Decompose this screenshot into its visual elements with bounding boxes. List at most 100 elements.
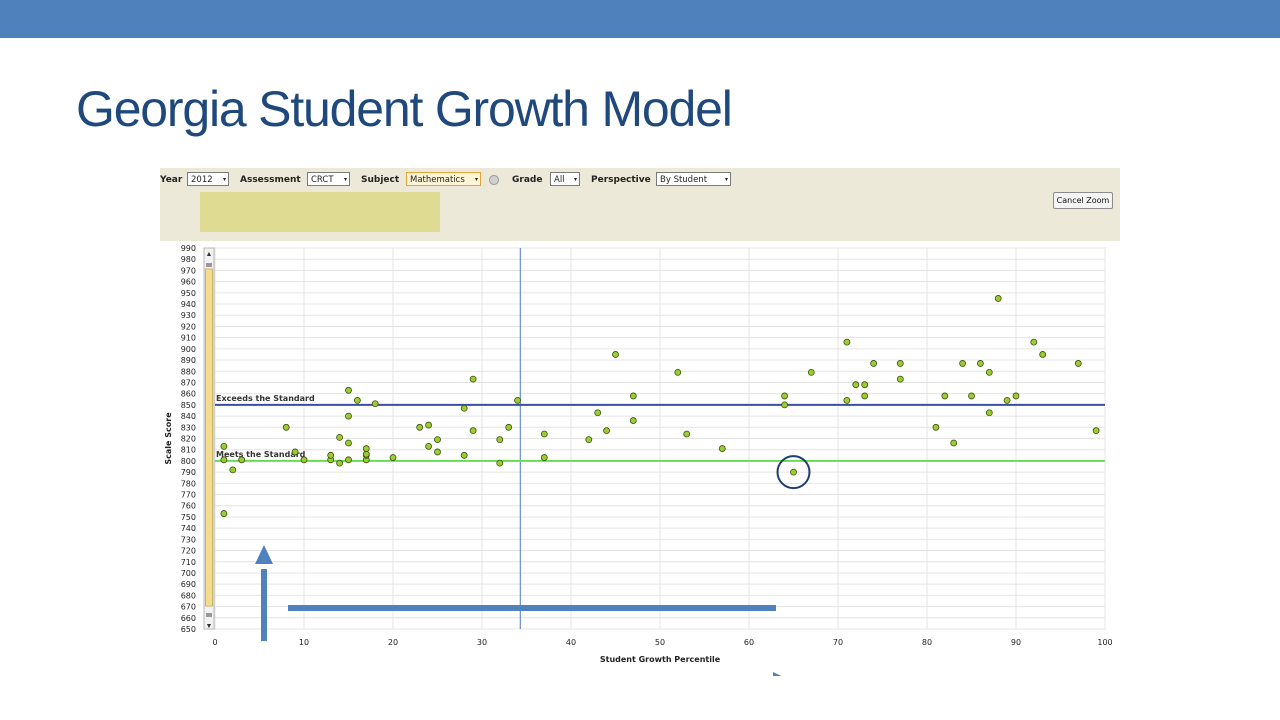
data-point [629, 417, 637, 424]
scatter-chart[interactable]: ▲▼ 6506606706806907007107207307407507607… [160, 241, 1120, 676]
x-tick-label: 80 [922, 638, 932, 647]
right-arrow-shaft [288, 605, 776, 611]
data-point [1030, 338, 1038, 346]
y-tick-label: 790 [181, 468, 196, 477]
slide-top-bar [0, 0, 1280, 38]
data-point [896, 375, 904, 383]
y-tick-label: 710 [181, 558, 196, 567]
data-point [718, 445, 726, 452]
data-point [941, 392, 949, 400]
scroll-up-icon: ▲ [206, 251, 213, 258]
annotations [255, 455, 811, 676]
data-point [389, 454, 397, 461]
grade-select[interactable]: All ▾ [550, 172, 580, 186]
data-point [959, 360, 966, 367]
y-tick-label: 930 [181, 311, 196, 320]
year-select[interactable]: 2012 ▾ [187, 172, 229, 186]
data-point [1003, 396, 1011, 404]
subject-select[interactable]: Mathematics ▾ [406, 172, 481, 186]
scroll-down-icon: ▼ [206, 623, 213, 630]
cancel-zoom-button[interactable]: Cancel Zoom [1053, 192, 1113, 209]
x-tick-label: 30 [477, 638, 487, 647]
data-point [594, 409, 602, 417]
y-tick-label: 910 [181, 334, 196, 343]
data-point [585, 436, 593, 444]
data-point [434, 436, 441, 444]
y-tick-label: 800 [181, 457, 196, 466]
data-point [460, 451, 468, 459]
y-tick-label: 780 [181, 479, 196, 488]
y-tick-label: 700 [181, 569, 196, 578]
y-tick-label: 860 [181, 390, 196, 399]
data-point [977, 360, 984, 367]
y-tick-label: 840 [181, 412, 196, 421]
data-point [603, 427, 611, 435]
growth-model-app: Year 2012 ▾ Assessment CRCT ▾ Subject Math… [160, 168, 1120, 676]
data-point [362, 450, 370, 458]
y-tick-label: 950 [181, 289, 196, 298]
data-point [300, 456, 308, 464]
data-point [985, 368, 993, 376]
y-tick-label: 880 [181, 367, 196, 376]
data-point [345, 439, 352, 447]
data-point [807, 368, 815, 376]
data-point [371, 400, 379, 408]
y-tick-label: 960 [181, 278, 196, 287]
data-point [416, 423, 424, 431]
data-point [1074, 360, 1082, 367]
data-point [469, 375, 477, 383]
data-point [229, 466, 237, 474]
data-point [843, 396, 851, 404]
data-point [514, 396, 522, 404]
y-tick-label: 660 [181, 614, 196, 623]
reference-line-label: Exceeds the Standard [216, 394, 315, 403]
data-point [968, 392, 975, 400]
y-tick-label: 690 [181, 580, 196, 589]
y-axis-title: Scale Score [164, 412, 173, 465]
grade-info-icon[interactable] [489, 175, 499, 185]
right-arrow-head [773, 672, 782, 676]
grid-layer [214, 247, 1106, 630]
x-tick-label: 10 [299, 638, 309, 647]
data-point [353, 396, 361, 404]
scrollbar-grip-top [206, 263, 212, 267]
data-point [540, 430, 548, 438]
perspective-select-value: By Student [660, 175, 708, 185]
data-point [345, 412, 352, 420]
filter-toolbar: Year 2012 ▾ Assessment CRCT ▾ Subject Math… [160, 168, 1120, 194]
y-tick-label: 970 [181, 266, 196, 275]
y-tick-label: 770 [181, 491, 196, 500]
y-tick-label: 670 [181, 603, 196, 612]
perspective-select[interactable]: By Student ▾ [656, 172, 731, 186]
y-tick-label: 900 [181, 345, 196, 354]
year-label: Year [160, 175, 183, 185]
data-point [282, 423, 290, 431]
data-point [861, 381, 869, 389]
data-point [220, 456, 228, 464]
slide-title: Georgia Student Growth Model [76, 81, 733, 137]
y-tick-label: 830 [181, 423, 196, 432]
data-point [327, 451, 335, 459]
data-point [1092, 427, 1100, 435]
axis-layer: 6506606706806907007107207307407507607707… [164, 244, 1113, 664]
data-point [985, 409, 993, 417]
x-tick-label: 50 [655, 638, 665, 647]
y-tick-label: 870 [181, 378, 196, 387]
grade-select-value: All [554, 175, 565, 185]
assessment-select[interactable]: CRCT ▾ [307, 172, 350, 186]
y-tick-label: 730 [181, 535, 196, 544]
x-tick-label: 0 [212, 638, 217, 647]
data-point [496, 436, 504, 444]
y-tick-label: 990 [181, 244, 196, 253]
data-point [674, 368, 682, 376]
highlight-block [200, 192, 440, 232]
data-point [496, 459, 504, 467]
x-axis-title: Student Growth Percentile [600, 655, 721, 664]
scrollbar-grip-bottom [206, 613, 212, 617]
y-tick-label: 850 [181, 401, 196, 410]
data-point [612, 351, 619, 358]
data-point [291, 448, 299, 456]
data-point [781, 392, 788, 400]
data-point [781, 401, 788, 409]
zoom-scrollbar[interactable]: ▲▼ [203, 247, 215, 630]
